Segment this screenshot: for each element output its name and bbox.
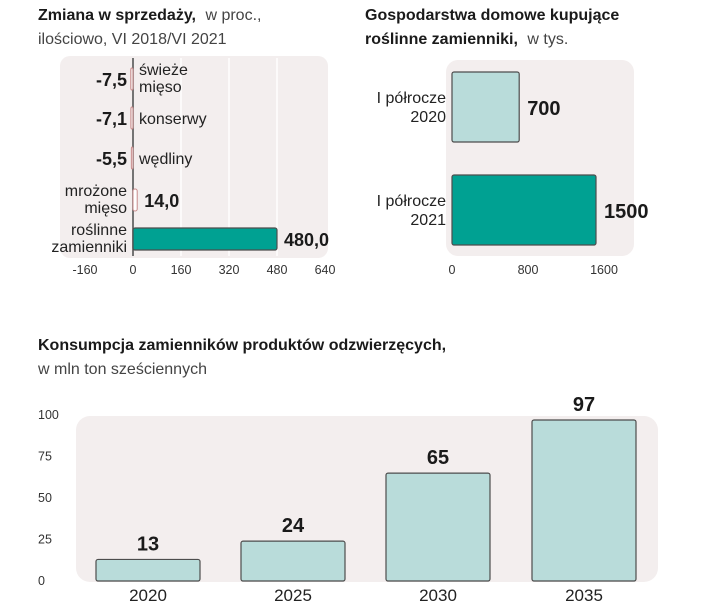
bar <box>95 558 201 582</box>
x-tick-label: 320 <box>219 263 240 277</box>
y-tick-label: 75 <box>38 450 52 464</box>
bar <box>451 174 597 246</box>
y-tick-label: 0 <box>38 574 45 588</box>
chart1-subtitle: ilościowo, VI 2018/VI 2021 <box>38 31 227 48</box>
value-label: 24 <box>282 515 305 537</box>
value-label: 700 <box>527 98 560 120</box>
chart1-title-suffix: w proc., <box>204 7 261 24</box>
chart3-title: Konsumpcja zamienników produktów odzwier… <box>38 337 446 354</box>
category-label: mięso <box>84 200 127 217</box>
chart1-title-line1: Zmiana w sprzedaży, w proc., <box>38 7 261 24</box>
value-label: -7,1 <box>96 109 127 129</box>
category-label: I półrocze <box>377 90 446 107</box>
x-tick-label: 0 <box>449 263 456 277</box>
value-label: -5,5 <box>96 149 127 169</box>
category-label: 2030 <box>419 586 457 605</box>
chart2-title-suffix: w tys. <box>526 31 568 48</box>
bar <box>132 227 278 251</box>
value-label: 14,0 <box>144 191 179 211</box>
category-label: 2035 <box>565 586 603 605</box>
chart3-y-ticks: 0 25 50 75 100 <box>38 408 59 588</box>
category-label: roślinne <box>71 222 127 239</box>
value-label: 480,0 <box>284 230 329 250</box>
x-tick-label: -160 <box>72 263 97 277</box>
chart-sales-change: Zmiana w sprzedaży, w proc., ilościowo, … <box>38 7 335 277</box>
value-label: 97 <box>573 394 595 416</box>
chart-consumption: Konsumpcja zamienników produktów odzwier… <box>37 337 658 605</box>
bar <box>130 106 134 130</box>
category-label: mrożone <box>65 183 127 200</box>
category-label: 2020 <box>410 109 446 126</box>
category-label: 2021 <box>410 212 446 229</box>
value-label: 13 <box>137 533 159 555</box>
chart2-labels: 700 I półrocze 2020 1500 I półrocze 2021 <box>377 90 649 229</box>
chart-households: Gospodarstwa domowe kupujące roślinne za… <box>365 7 649 277</box>
category-label: I półrocze <box>377 193 446 210</box>
bar <box>451 71 520 143</box>
chart2-title-line2: roślinne zamienniki, w tys. <box>365 31 568 48</box>
bar <box>240 540 346 582</box>
chart2-title: Gospodarstwa domowe kupujące <box>365 7 619 24</box>
y-tick-label: 100 <box>38 408 59 422</box>
chart3-plot-background <box>76 416 658 582</box>
x-tick-label: 1600 <box>590 263 618 277</box>
chart2-title2: roślinne zamienniki, <box>365 31 518 48</box>
category-label: zamienniki <box>51 239 127 256</box>
category-label: mięso <box>139 79 182 96</box>
chart3-labels: 13 2020 24 2025 65 2030 97 2035 <box>129 394 603 605</box>
category-label: 2025 <box>274 586 312 605</box>
x-tick-label: 160 <box>171 263 192 277</box>
bar <box>130 67 134 91</box>
bar <box>385 472 491 582</box>
chart1-bars <box>130 67 278 251</box>
value-label: 65 <box>427 447 449 469</box>
chart3-subtitle: w mln ton sześciennych <box>37 361 207 378</box>
bar <box>132 188 138 212</box>
chart1-plot-background <box>60 56 328 258</box>
chart2-x-ticks: 0 800 1600 <box>449 263 618 277</box>
category-label: wędliny <box>138 151 192 168</box>
value-label: -7,5 <box>96 70 127 90</box>
x-tick-label: 480 <box>267 263 288 277</box>
x-tick-label: 0 <box>130 263 137 277</box>
chart1-title: Zmiana w sprzedaży, <box>38 7 196 24</box>
y-tick-label: 25 <box>38 533 52 547</box>
value-label: 1500 <box>604 201 649 223</box>
bar <box>531 419 637 582</box>
x-tick-label: 800 <box>518 263 539 277</box>
category-label: świeże <box>139 62 188 79</box>
y-tick-label: 50 <box>38 491 52 505</box>
chart3-bars <box>95 419 637 582</box>
x-tick-label: 640 <box>315 263 336 277</box>
category-label: 2020 <box>129 586 167 605</box>
chart2-bars <box>451 71 597 246</box>
bar <box>130 146 134 170</box>
chart1-x-ticks: -160 0 160 320 480 640 <box>72 263 335 277</box>
category-label: konserwy <box>139 111 207 128</box>
